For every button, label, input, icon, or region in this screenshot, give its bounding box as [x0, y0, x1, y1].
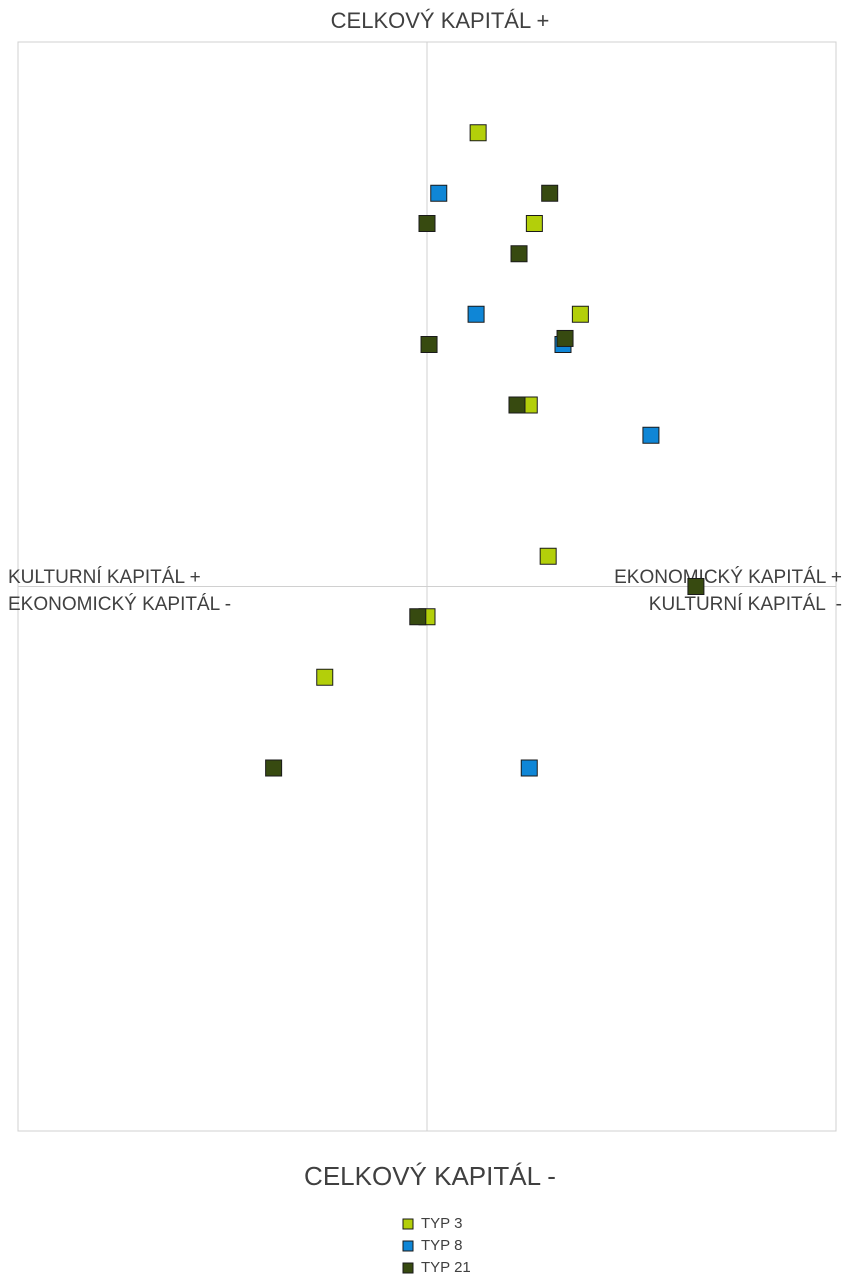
legend-swatch — [402, 1262, 414, 1274]
right-label: EKONOMICKÝ KAPITÁL + — [614, 567, 842, 588]
right-label: KULTURNÍ KAPITÁL - — [649, 594, 842, 615]
marker — [571, 305, 589, 323]
marker — [409, 608, 427, 626]
legend-label: TYP 21 — [421, 1259, 471, 1276]
marker — [539, 547, 557, 565]
marker — [556, 329, 574, 347]
marker — [316, 668, 334, 686]
chart-title: CELKOVÝ KAPITÁL + — [331, 8, 550, 33]
left-label: EKONOMICKÝ KAPITÁL - — [8, 594, 231, 615]
marker — [430, 184, 448, 202]
legend-label: TYP 3 — [421, 1215, 462, 1232]
marker — [420, 336, 438, 353]
marker — [418, 215, 436, 232]
marker — [642, 426, 660, 444]
marker — [467, 305, 485, 323]
marker — [510, 245, 528, 263]
marker — [541, 184, 559, 202]
legend-swatch — [402, 1218, 414, 1230]
legend-swatch — [402, 1240, 414, 1252]
bottom-label: CELKOVÝ KAPITÁL - — [304, 1161, 556, 1191]
legend-label: TYP 8 — [421, 1237, 462, 1254]
marker — [265, 759, 283, 777]
marker — [520, 759, 538, 777]
marker — [508, 396, 526, 414]
marker — [525, 215, 543, 232]
marker — [687, 578, 705, 595]
marker — [469, 124, 487, 142]
left-label: KULTURNÍ KAPITÁL + — [8, 567, 201, 588]
